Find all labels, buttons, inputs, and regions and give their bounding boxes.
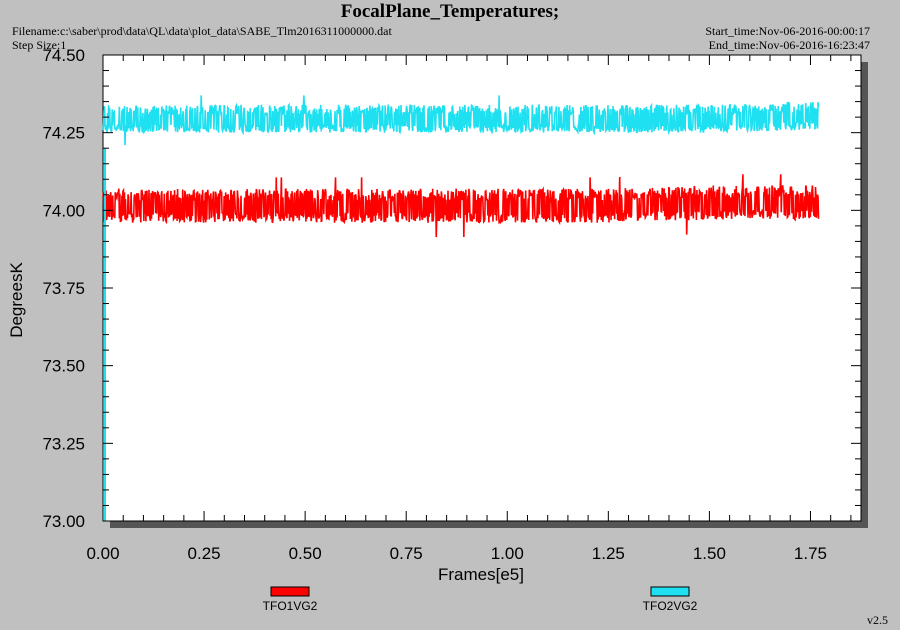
y-tick-label: 73.50 bbox=[42, 357, 85, 376]
legend-swatch-tfo1vg2 bbox=[270, 586, 310, 597]
y-tick-label: 74.25 bbox=[42, 124, 85, 143]
x-tick-label: 1.50 bbox=[693, 544, 726, 563]
legend-label-tfo1vg2: TFO1VG2 bbox=[263, 599, 318, 613]
end-time-label: End_time:Nov-06-2016-16:23:47 bbox=[708, 38, 870, 52]
tick-layer bbox=[102, 54, 861, 522]
y-tick-label: 73.00 bbox=[42, 512, 85, 531]
label-layer: 73.00 73.25 73.50 73.75 74.00 74.25 74.50 0.00 0… bbox=[7, 46, 827, 584]
x-axis-label: Frames[e5] bbox=[438, 565, 524, 584]
version-label: v2.5 bbox=[867, 613, 888, 627]
legend-label-tfo2vg2: TFO2VG2 bbox=[643, 599, 698, 613]
y-tick-label: 74.50 bbox=[42, 46, 85, 65]
legend-swatch-tfo2vg2 bbox=[650, 586, 690, 597]
y-tick-label: 74.00 bbox=[42, 201, 85, 220]
series-line-tfo2vg2 bbox=[102, 95, 820, 146]
x-tick-label: 0.50 bbox=[289, 544, 322, 563]
chart-title: FocalPlane_Temperatures; bbox=[340, 1, 560, 22]
start-time-label: Start_time:Nov-06-2016-00:00:17 bbox=[705, 24, 870, 38]
x-tick-label: 0.00 bbox=[86, 544, 119, 563]
filename-label: Filename:c:\saber\prod\data\QL\data\plot… bbox=[12, 24, 392, 38]
plot-area bbox=[102, 54, 862, 522]
x-tick-label: 0.75 bbox=[390, 544, 423, 563]
y-tick-label: 73.75 bbox=[42, 279, 85, 298]
y-axis-label: DegreesK bbox=[7, 262, 26, 338]
step-size-label: Step Size:1 bbox=[12, 38, 67, 52]
series-line-tfo1vg2 bbox=[102, 174, 820, 238]
x-tick-label: 1.00 bbox=[491, 544, 524, 563]
legend: TFO1VG2 TFO2VG2 bbox=[263, 586, 698, 613]
x-tick-label: 1.75 bbox=[794, 544, 827, 563]
x-tick-label: 0.25 bbox=[188, 544, 221, 563]
y-tick-label: 73.25 bbox=[42, 434, 85, 453]
x-tick-label: 1.25 bbox=[592, 544, 625, 563]
